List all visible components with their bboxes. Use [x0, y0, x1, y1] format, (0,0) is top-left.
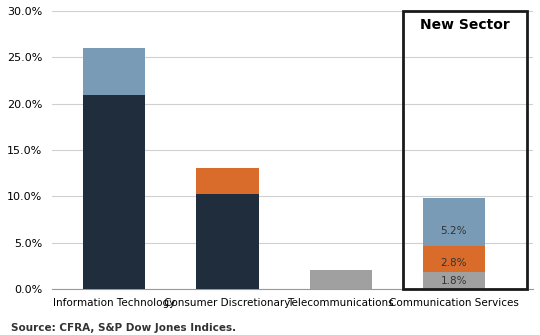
- Bar: [83, 95, 145, 289]
- Text: 2.8%: 2.8%: [441, 258, 467, 268]
- Bar: [423, 272, 485, 289]
- Bar: [423, 246, 485, 272]
- Bar: [197, 169, 259, 194]
- Bar: [197, 194, 259, 289]
- Text: 5.2%: 5.2%: [441, 226, 467, 237]
- Bar: [83, 48, 145, 95]
- Bar: [423, 198, 485, 246]
- Bar: [309, 270, 372, 289]
- Text: Source: CFRA, S&P Dow Jones Indices.: Source: CFRA, S&P Dow Jones Indices.: [11, 323, 236, 333]
- Text: New Sector: New Sector: [420, 18, 510, 32]
- Text: 1.8%: 1.8%: [441, 276, 467, 286]
